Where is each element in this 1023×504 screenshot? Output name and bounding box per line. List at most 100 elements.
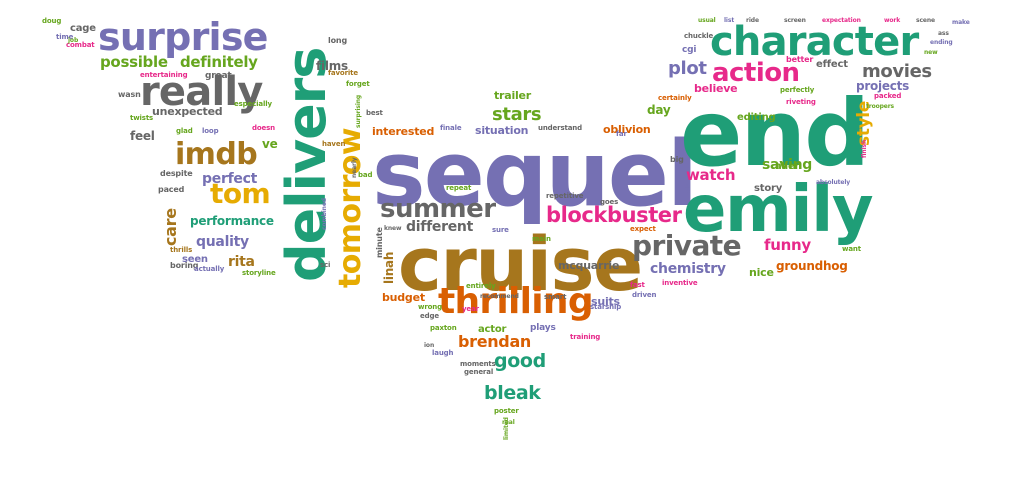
cloud-word: good	[494, 350, 546, 372]
cloud-word: feel	[130, 129, 155, 143]
cloud-word: combat	[66, 41, 95, 49]
cloud-word: finish	[861, 139, 868, 158]
cloud-word: usual	[698, 17, 716, 24]
cloud-word: groundhog	[776, 259, 848, 273]
cloud-word: chuckle	[684, 32, 714, 40]
cloud-word: blockbuster	[546, 203, 682, 227]
cloud-word: sure	[492, 226, 509, 234]
cloud-word: actor	[478, 324, 507, 335]
cloud-word: riveting	[786, 98, 816, 106]
cloud-word: cruise	[398, 222, 643, 308]
cloud-word: perfectly	[780, 86, 815, 94]
cloud-word: character	[710, 19, 919, 65]
cloud-word: chemistry	[650, 261, 726, 277]
cloud-word: surprising	[355, 94, 362, 128]
cloud-word: ion	[424, 342, 435, 349]
cloud-word: driven	[632, 291, 657, 299]
cloud-word: smart	[544, 293, 567, 301]
cloud-word: alien	[775, 161, 802, 172]
cloud-word: despite	[160, 169, 193, 178]
cloud-word: great	[205, 71, 232, 81]
cloud-word: boring	[170, 261, 199, 270]
cloud-word: watch	[686, 166, 736, 184]
cloud-word: editing	[737, 112, 776, 123]
cloud-word: possible	[100, 53, 168, 71]
cloud-word: absolutely	[816, 179, 851, 186]
cloud-word: finale	[440, 124, 462, 132]
cloud-word: make	[952, 19, 970, 26]
cloud-word: job	[68, 37, 79, 44]
cloud-word: story	[754, 183, 783, 194]
cloud-word: delivers	[275, 47, 338, 282]
cloud-word: different	[406, 219, 474, 235]
cloud-word: ride	[746, 17, 759, 24]
cloud-word: nice	[749, 266, 774, 279]
cloud-word: storyline	[242, 269, 276, 277]
cloud-word: time	[56, 33, 74, 41]
cloud-word: expectation	[822, 17, 861, 24]
cloud-word: edge	[420, 312, 439, 320]
cloud-word: tom	[210, 177, 271, 210]
cloud-word: projects	[856, 79, 910, 93]
cloud-word: real	[502, 419, 515, 426]
cloud-word: seen	[182, 254, 208, 265]
cloud-word: goes	[600, 198, 619, 206]
cloud-word: work	[884, 17, 901, 24]
cloud-word: training	[570, 333, 601, 341]
cloud-word: sci	[320, 261, 331, 269]
cloud-word: entirely	[466, 282, 496, 290]
cloud-word: perfect	[202, 171, 258, 187]
cloud-word: moments	[460, 360, 496, 368]
cloud-word: doug	[42, 17, 62, 25]
cloud-word: year	[462, 305, 479, 313]
cloud-word: haven	[322, 140, 346, 148]
cloud-word: old	[685, 182, 692, 193]
cloud-word: effect	[816, 59, 848, 70]
cloud-word: forget	[346, 80, 370, 88]
cloud-word: tomorrow	[333, 128, 368, 288]
cloud-word: fast	[630, 281, 645, 289]
cloud-word: saving	[762, 157, 813, 173]
cloud-word: cgi	[682, 45, 697, 55]
cloud-word: performance	[190, 214, 274, 228]
cloud-word: favorite	[328, 69, 358, 77]
cloud-word: repetitive	[546, 192, 584, 200]
cloud-word: believe	[694, 82, 738, 95]
cloud-word: ve	[262, 137, 278, 151]
cloud-word: unexpected	[152, 105, 223, 118]
cloud-word: trailer	[494, 89, 531, 102]
cloud-word: cage	[70, 23, 96, 34]
cloud-word: poster	[494, 407, 519, 415]
cloud-word: general	[464, 368, 494, 376]
cloud-word: starship	[590, 303, 622, 311]
cloud-word: stars	[492, 104, 542, 125]
cloud-word: situation	[475, 124, 529, 137]
cloud-word: brendan	[458, 332, 531, 351]
cloud-word: laugh	[432, 349, 454, 357]
cloud-word: suits	[591, 295, 620, 308]
cloud-word: emily	[683, 173, 874, 247]
cloud-word: list	[724, 17, 735, 24]
cloud-word: actually	[194, 265, 225, 273]
cloud-word: paxton	[430, 324, 457, 332]
cloud-word: understand	[538, 124, 583, 132]
cloud-word: bleak	[484, 382, 541, 404]
cloud-word: entertaining	[140, 71, 188, 79]
cloud-word: packed	[874, 92, 902, 100]
cloud-word: private	[632, 229, 742, 262]
cloud-word: wasn	[118, 90, 141, 99]
cloud-word: long	[328, 36, 348, 45]
cloud-word: wrong	[418, 303, 443, 311]
cloud-word: funny	[764, 236, 811, 254]
cloud-word: thrilling	[438, 281, 594, 322]
cloud-word: summer	[380, 194, 496, 224]
cloud-word: care	[161, 208, 180, 246]
cloud-word: action	[712, 58, 800, 88]
cloud-word: want	[842, 245, 861, 253]
cloud-word: rita	[228, 254, 255, 270]
cloud-word: bad	[358, 171, 373, 179]
cloud-word: imdb	[175, 137, 258, 172]
cloud-word: loop	[202, 127, 219, 135]
cloud-word: better	[786, 55, 814, 64]
